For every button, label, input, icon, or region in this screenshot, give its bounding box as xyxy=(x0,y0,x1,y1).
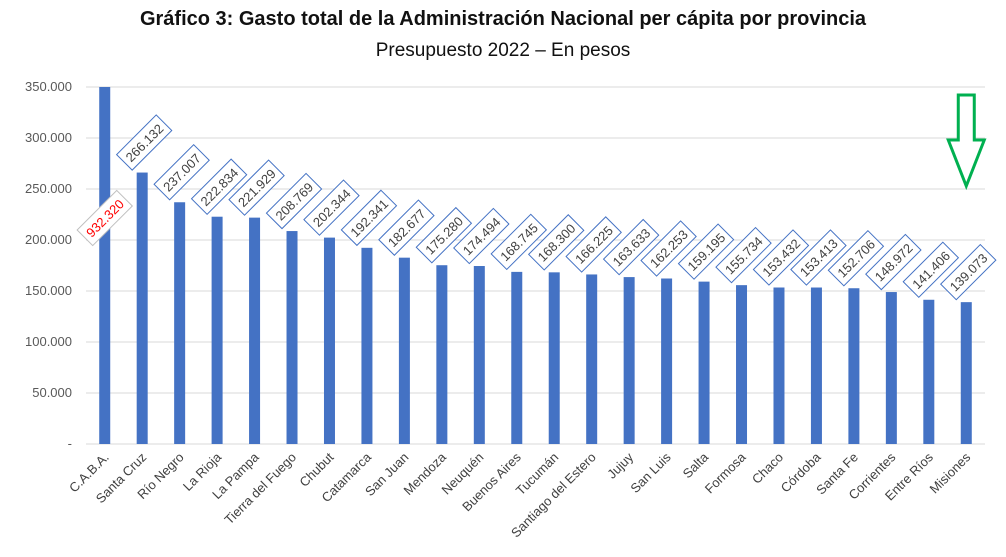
bar xyxy=(286,231,298,444)
data-label-box xyxy=(865,233,922,291)
gridlines xyxy=(86,86,985,445)
bar xyxy=(773,287,785,444)
data-label-box xyxy=(340,189,398,247)
data-label-box xyxy=(228,159,285,216)
x-tick-label: Jujuy xyxy=(604,449,636,481)
data-label-box xyxy=(715,226,772,284)
data-label-box xyxy=(490,213,548,271)
chart-subtitle: Presupuesto 2022 – En pesos xyxy=(375,40,631,61)
data-label-box xyxy=(827,229,885,287)
y-tick-label: 50.000 xyxy=(32,385,72,400)
data-label-box xyxy=(640,220,697,277)
y-tick-label: 350.000 xyxy=(25,79,72,94)
data-label: 266.132 xyxy=(115,114,173,171)
data-label-box xyxy=(303,179,360,236)
x-tick-label: San Luis xyxy=(627,449,674,496)
data-label-box xyxy=(378,199,435,256)
data-label-box xyxy=(265,172,323,230)
bar xyxy=(736,285,748,444)
data-label-box xyxy=(115,114,173,171)
y-tick-label: 100.000 xyxy=(25,334,72,349)
bar xyxy=(661,278,673,444)
x-tick-label: Formosa xyxy=(702,449,749,496)
bar xyxy=(586,274,598,444)
data-label-box xyxy=(153,143,210,201)
data-labels: 932.320266.132237.007222.834221.929208.7… xyxy=(76,114,997,301)
data-label-box xyxy=(190,158,248,215)
data-label-box xyxy=(790,229,847,286)
y-tick-label: 150.000 xyxy=(25,283,72,298)
data-label-box xyxy=(453,207,510,265)
bar xyxy=(436,265,448,444)
data-label-box xyxy=(76,189,134,247)
y-axis-ticks: - 50.000 100.000 150.000 200.000 250.000 300.0… xyxy=(25,79,72,451)
data-label-box xyxy=(902,241,960,299)
data-label-box xyxy=(527,214,585,271)
data-label-box xyxy=(565,216,622,273)
data-label-box xyxy=(677,223,735,280)
bar xyxy=(473,266,485,444)
bar xyxy=(361,247,373,444)
chart-title: Gráfico 3: Gasto total de la Administrac… xyxy=(139,8,867,30)
bar xyxy=(960,302,972,444)
annotations xyxy=(946,93,987,191)
bar xyxy=(848,288,860,444)
bar xyxy=(810,287,822,444)
bar xyxy=(698,281,710,444)
bar xyxy=(511,271,523,444)
x-tick-label: Salta xyxy=(680,449,712,481)
y-tick-label: 200.000 xyxy=(25,232,72,247)
bar xyxy=(211,216,223,444)
x-tick-label: Misiones xyxy=(927,449,974,496)
data-label-box xyxy=(939,243,997,301)
y-tick-label: - xyxy=(68,436,72,451)
data-label: 153.432 xyxy=(752,229,810,286)
bar xyxy=(323,237,335,444)
data-label-box xyxy=(752,229,810,286)
down-arrow-icon xyxy=(946,93,987,191)
bars xyxy=(99,87,972,445)
bar xyxy=(623,277,635,444)
bar xyxy=(174,202,186,444)
y-tick-label: 300.000 xyxy=(25,130,72,145)
bar xyxy=(99,87,111,444)
y-tick-label: 250.000 xyxy=(25,181,72,196)
bar xyxy=(136,172,148,445)
bar xyxy=(249,217,261,444)
bar xyxy=(548,272,560,444)
bar xyxy=(885,292,897,444)
data-label-box xyxy=(602,218,660,276)
bar xyxy=(923,299,935,444)
bar xyxy=(398,257,410,444)
data-label-box xyxy=(415,206,473,264)
